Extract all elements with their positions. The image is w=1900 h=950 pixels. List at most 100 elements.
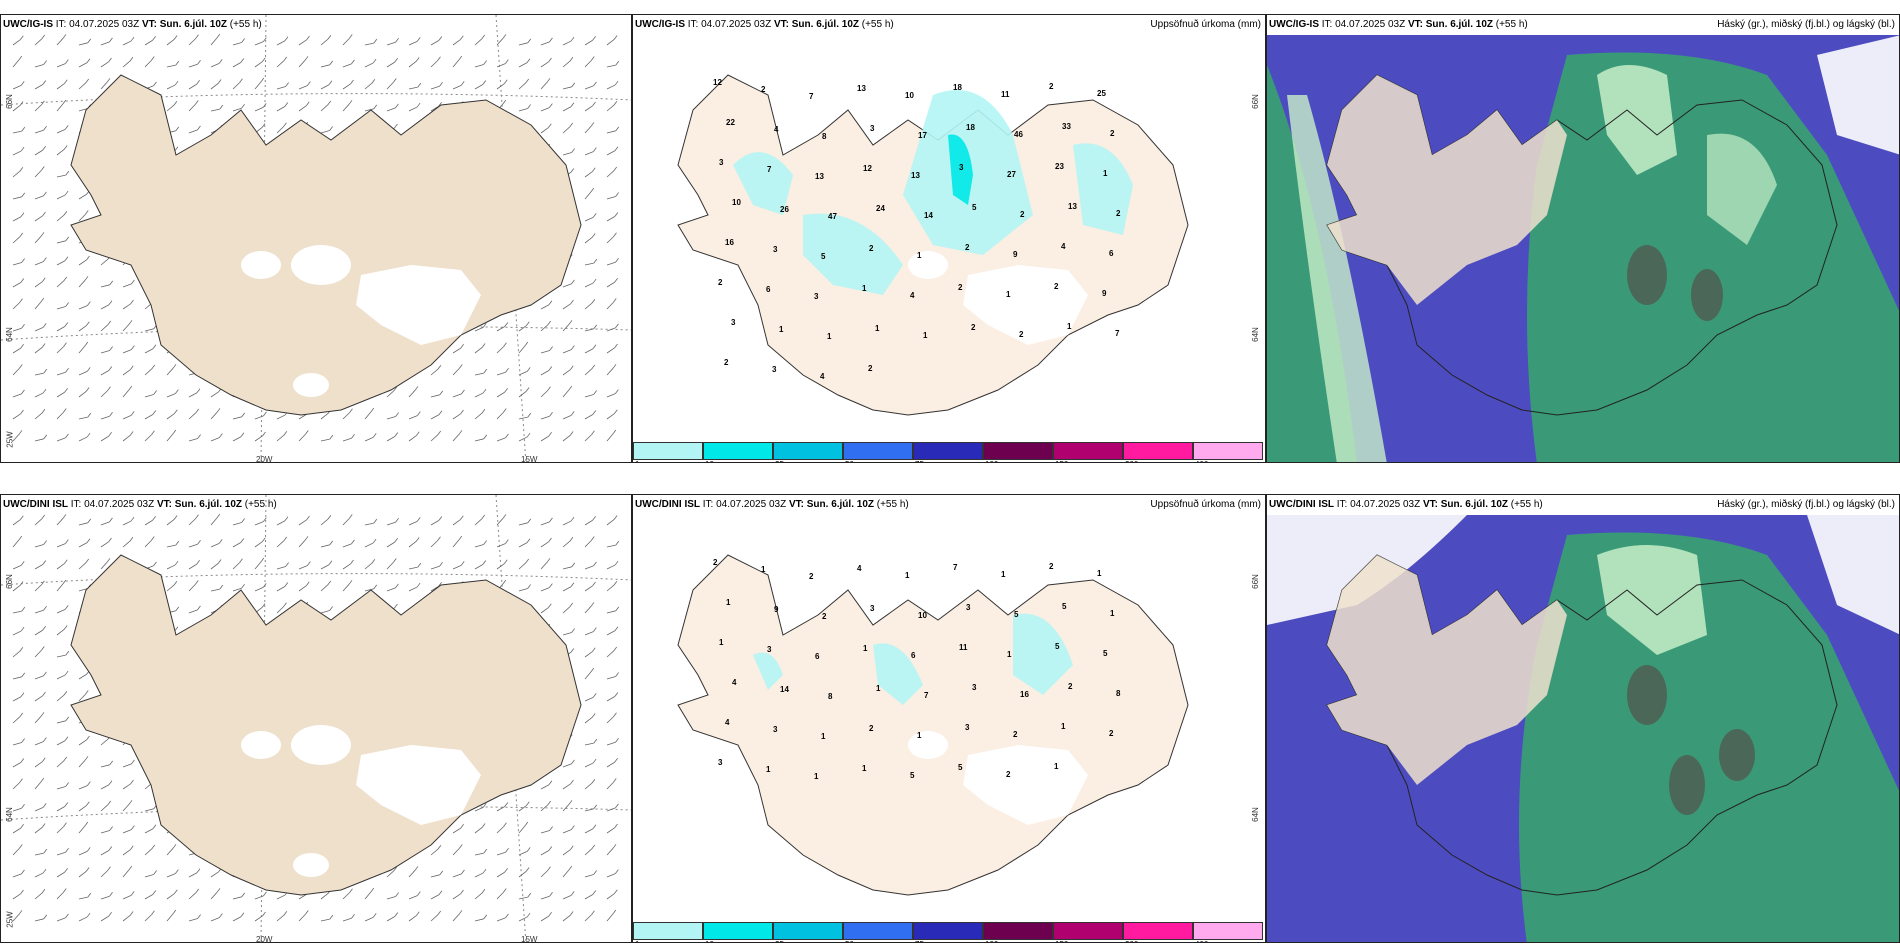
wind-barb-flag bbox=[241, 38, 245, 43]
wind-barb-flag bbox=[20, 343, 24, 349]
wind-barb bbox=[56, 412, 64, 420]
wind-barb bbox=[474, 326, 484, 332]
panel-header: UWC/IG-IS IT: 04.07.2025 03Z VT: Sun. 6.… bbox=[3, 19, 262, 30]
wind-barb-flag bbox=[175, 869, 179, 874]
wind-barb bbox=[12, 282, 21, 288]
wind-barb-flag bbox=[549, 517, 553, 523]
wind-barb bbox=[188, 438, 198, 442]
wind-barb-flag bbox=[394, 432, 399, 437]
wind-barb-flag bbox=[219, 433, 223, 438]
wind-barb-flag bbox=[40, 646, 45, 651]
wind-barb-flag bbox=[591, 364, 596, 370]
wind-barb bbox=[100, 415, 110, 420]
wind-barb bbox=[78, 785, 88, 790]
wind-barb-flag bbox=[19, 166, 24, 172]
wind-barb-flag bbox=[591, 647, 596, 652]
precip-value-label: 3 bbox=[870, 604, 875, 613]
precip-panel-row1: UWC/IG-IS IT: 04.07.2025 03Z VT: Sun. 6.… bbox=[632, 14, 1266, 463]
wind-barb-flag bbox=[64, 190, 69, 196]
wind-barb-flag bbox=[86, 735, 90, 741]
panel-header: UWC/IG-IS IT: 04.07.2025 03Z VT: Sun. 6.… bbox=[635, 19, 894, 30]
wind-barb bbox=[166, 104, 175, 112]
wind-barb-flag bbox=[43, 540, 47, 545]
wind-barb bbox=[562, 106, 572, 112]
wind-barb-flag bbox=[20, 889, 24, 895]
wind-barb bbox=[320, 438, 330, 442]
wind-barb bbox=[298, 85, 308, 90]
wind-barb bbox=[496, 371, 506, 376]
wind-barb bbox=[386, 390, 394, 398]
wind-barb-flag bbox=[483, 434, 488, 440]
wind-barb-flag bbox=[504, 322, 509, 327]
precip-value-label: 3 bbox=[965, 723, 970, 732]
wind-barb bbox=[452, 564, 462, 570]
wind-barb-flag bbox=[63, 822, 67, 827]
wind-barb-flag bbox=[613, 35, 618, 40]
wind-barb bbox=[518, 416, 528, 420]
wind-barb bbox=[606, 807, 616, 812]
wind-barb-flag bbox=[151, 844, 156, 850]
wind-barb bbox=[584, 762, 594, 768]
wind-barb-flag bbox=[241, 892, 246, 898]
wind-barb-flag bbox=[612, 909, 617, 915]
precip-value-label: 1 bbox=[766, 765, 771, 774]
wind-barb bbox=[122, 389, 130, 398]
colorbar-tick-label: 25 bbox=[775, 460, 784, 462]
wind-barb bbox=[100, 870, 108, 878]
wind-barb bbox=[320, 564, 330, 570]
wind-barb bbox=[210, 517, 218, 526]
wind-barb bbox=[166, 873, 176, 878]
wind-barb-flag bbox=[43, 257, 47, 262]
wind-barb bbox=[232, 542, 241, 548]
wind-barb bbox=[364, 436, 374, 442]
wind-barb-flag bbox=[42, 80, 47, 85]
wind-barb bbox=[56, 306, 66, 310]
wind-barb bbox=[100, 61, 109, 68]
wind-barb-flag bbox=[107, 866, 111, 871]
wind-barb-flag bbox=[570, 516, 575, 522]
wind-barb-flag bbox=[547, 800, 552, 806]
wind-barb bbox=[540, 435, 549, 442]
wind-barb-flag bbox=[570, 168, 575, 173]
wind-barb bbox=[408, 435, 417, 442]
colorbar-swatch bbox=[703, 922, 773, 940]
wind-barb-flag bbox=[262, 911, 266, 917]
wind-barb-flag bbox=[393, 866, 398, 872]
colorbar-tick-label: 200 bbox=[1125, 460, 1138, 462]
wind-barb-flag bbox=[592, 824, 597, 830]
wind-barb bbox=[584, 282, 594, 288]
lon-label: 15W bbox=[521, 935, 538, 943]
wind-barb-flag bbox=[43, 434, 48, 440]
wind-map bbox=[1, 495, 631, 942]
wind-barb-flag bbox=[613, 889, 618, 894]
wind-barb-flag bbox=[373, 104, 378, 110]
wind-barb-flag bbox=[173, 35, 178, 40]
wind-barb-flag bbox=[240, 538, 245, 543]
wind-barb bbox=[56, 583, 64, 592]
wind-barb bbox=[606, 302, 614, 310]
wind-barb bbox=[342, 38, 350, 46]
wind-barb bbox=[606, 761, 615, 768]
panel-header: UWC/DINI ISL IT: 04.07.2025 03Z VT: Sun.… bbox=[635, 499, 909, 510]
wind-barb bbox=[386, 896, 396, 900]
wind-barb bbox=[122, 303, 131, 310]
wind-barb bbox=[496, 412, 504, 420]
wind-barb bbox=[78, 214, 86, 222]
wind-barb-flag bbox=[129, 365, 134, 370]
wind-barb-flag bbox=[283, 602, 287, 607]
wind-barb-flag bbox=[65, 302, 69, 307]
wind-barb-flag bbox=[570, 891, 575, 896]
precip-value-label: 1 bbox=[917, 251, 922, 260]
wind-barb bbox=[12, 782, 20, 790]
wind-barb-flag bbox=[438, 101, 442, 107]
wind-barb bbox=[144, 434, 152, 442]
wind-barb bbox=[122, 915, 131, 922]
wind-barb bbox=[562, 303, 571, 310]
wind-barb-flag bbox=[241, 518, 245, 523]
precip-value-label: 2 bbox=[1110, 129, 1115, 138]
wind-barb-flag bbox=[373, 584, 378, 590]
precip-value-label: 5 bbox=[1055, 642, 1060, 651]
wind-barb-flag bbox=[615, 192, 619, 197]
wind-barb-flag bbox=[304, 430, 309, 435]
wind-barb bbox=[452, 827, 461, 834]
